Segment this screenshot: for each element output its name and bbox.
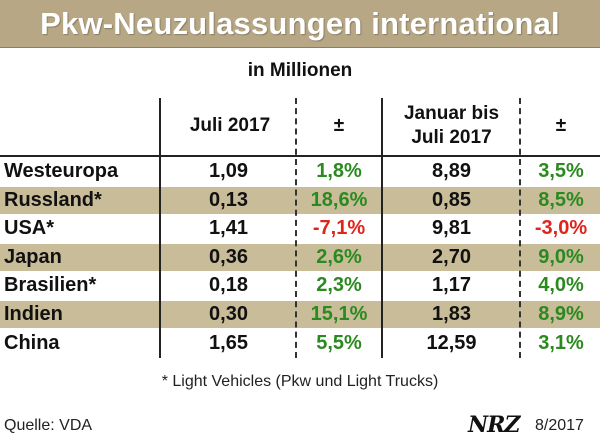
change-juli-2017: 2,3% (316, 274, 362, 297)
value-jan-jul-2017: 12,59 (426, 331, 477, 354)
value-juli-2017: 0,18 (209, 274, 248, 297)
change-jan-jul-2017: 3,1% (538, 331, 584, 354)
publication-date: 8/2017 (535, 417, 584, 434)
table-row: Brasilien* 0,18 2,3% 1,17 4,0% (0, 272, 600, 299)
row-label: USA* (4, 217, 55, 240)
table-row: Westeuropa 1,09 1,8% 8,89 3,5% (0, 158, 600, 185)
column-header-jan-jul: Januar bis Juli 2017 (384, 98, 519, 154)
change-juli-2017: 2,6% (316, 245, 362, 268)
table-row: USA* 1,41 -7,1% 9,81 -3,0% (0, 215, 600, 242)
table-row: China 1,65 5,5% 12,59 3,1% (0, 330, 600, 357)
column-divider-2 (295, 98, 297, 358)
value-juli-2017: 1,41 (209, 217, 248, 240)
value-jan-jul-2017: 8,89 (432, 160, 471, 182)
change-jan-jul-2017: 8,9% (538, 303, 584, 325)
nrz-logo: NRZ (468, 412, 520, 438)
table-row: Indien 0,30 15,1% 1,83 8,9% (0, 301, 600, 328)
row-label: China (4, 331, 60, 354)
column-divider-1 (159, 98, 161, 358)
chart-subtitle: in Millionen (247, 60, 353, 81)
change-jan-jul-2017: 8,5% (538, 188, 584, 211)
source-label: Quelle: VDA (4, 417, 93, 434)
value-juli-2017: 0,13 (209, 188, 248, 211)
value-jan-jul-2017: 9,81 (432, 217, 471, 240)
change-juli-2017: 1,8% (316, 160, 362, 182)
value-jan-jul-2017: 2,70 (432, 245, 471, 268)
value-juli-2017: 1,65 (209, 331, 248, 354)
value-juli-2017: 0,36 (209, 245, 248, 268)
column-header-change-jan-jul: ± (555, 115, 567, 136)
change-jan-jul-2017: 3,5% (538, 160, 584, 182)
change-juli-2017: 5,5% (316, 331, 362, 354)
value-jan-jul-2017: 1,83 (432, 303, 471, 325)
chart-title: Pkw-Neuzulassungen international (40, 5, 560, 41)
change-juli-2017: 15,1% (310, 303, 368, 325)
table-row: Japan 0,36 2,6% 2,70 9,0% (0, 243, 600, 271)
column-header-jan-jul-line1: Januar bis (403, 103, 500, 124)
row-label: Japan (4, 245, 62, 268)
title-bar: Pkw-Neuzulassungen international (0, 0, 600, 48)
change-juli-2017: -7,1% (312, 217, 366, 240)
value-juli-2017: 1,09 (209, 160, 248, 182)
table-row: Russland* 0,13 18,6% 0,85 8,5% (0, 186, 600, 214)
value-jan-jul-2017: 1,17 (432, 274, 471, 297)
change-juli-2017: 18,6% (310, 188, 368, 211)
change-jan-jul-2017: 9,0% (538, 245, 584, 268)
column-header-juli: Juli 2017 (189, 115, 271, 136)
row-label: Westeuropa (4, 160, 119, 182)
footnote: * Light Vehicles (Pkw und Light Trucks) (161, 373, 439, 390)
column-header-change-juli: ± (333, 115, 345, 136)
change-jan-jul-2017: 4,0% (538, 274, 584, 297)
header-divider (0, 155, 600, 157)
row-label: Brasilien* (4, 274, 97, 297)
value-jan-jul-2017: 0,85 (432, 188, 471, 211)
column-divider-3 (381, 98, 383, 358)
column-divider-4 (519, 98, 521, 358)
row-label: Russland* (4, 188, 102, 211)
column-header-jan-jul-line2: Juli 2017 (411, 127, 492, 148)
change-jan-jul-2017: -3,0% (534, 217, 588, 240)
row-label: Indien (4, 303, 63, 325)
value-juli-2017: 0,30 (209, 303, 248, 325)
